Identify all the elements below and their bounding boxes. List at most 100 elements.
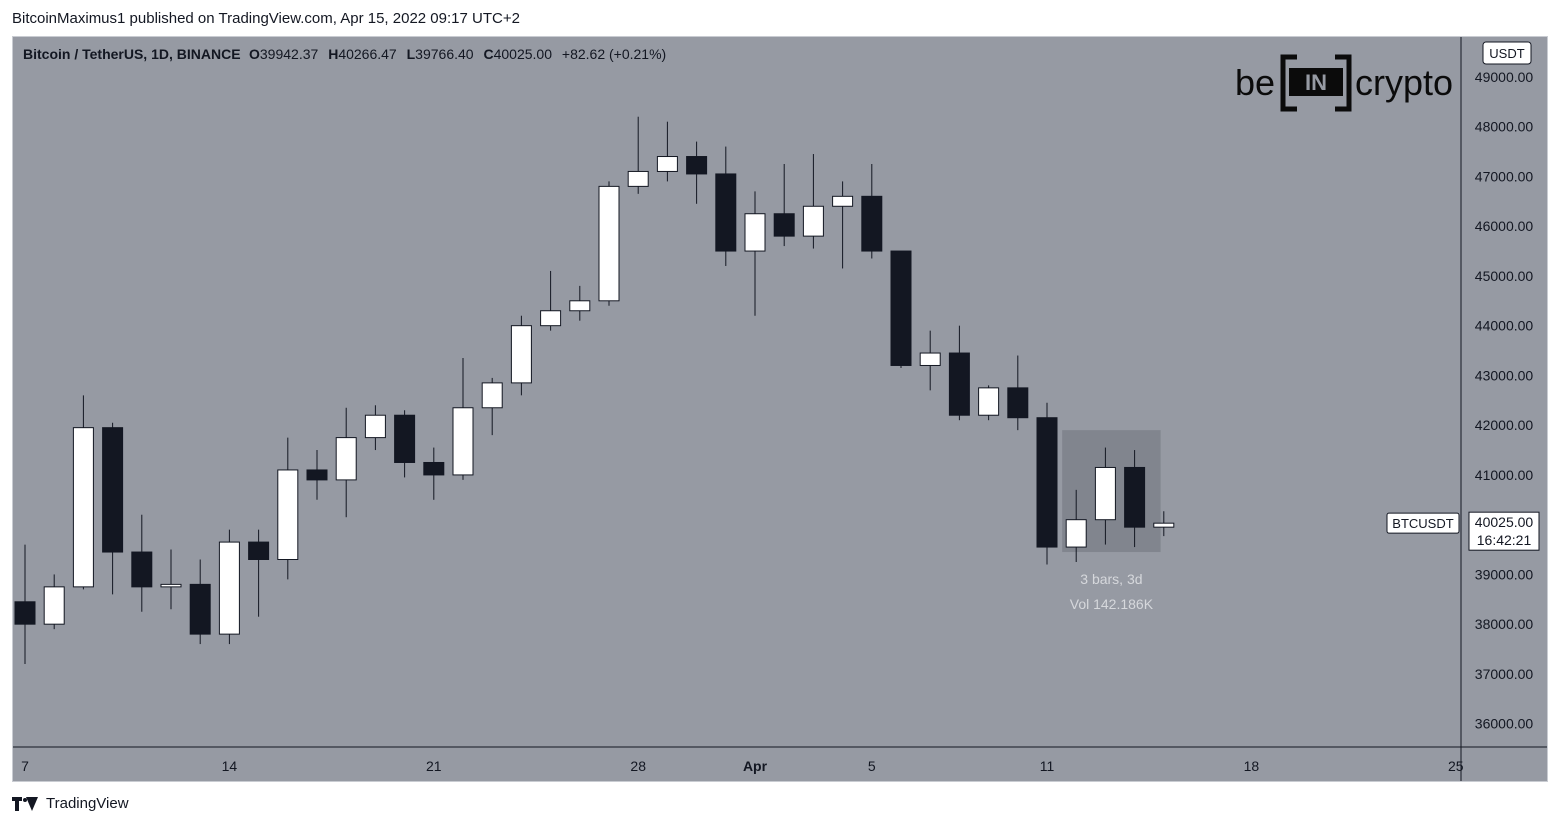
- footer-brand[interactable]: TradingView: [46, 795, 129, 812]
- candle[interactable]: [510, 315, 532, 396]
- candle[interactable]: [43, 574, 65, 630]
- published-caption: BitcoinMaximus1 published on TradingView…: [12, 10, 520, 27]
- candle[interactable]: [248, 529, 270, 617]
- candle[interactable]: [452, 358, 474, 480]
- candle[interactable]: [72, 395, 94, 590]
- candle[interactable]: [1007, 355, 1029, 431]
- candle[interactable]: [598, 181, 620, 306]
- logo-in-box: [1289, 68, 1343, 96]
- candle-body: [160, 583, 182, 588]
- candle-body: [861, 195, 883, 252]
- y-tick-label: 44000.00: [1475, 318, 1534, 334]
- x-tick-label: 14: [222, 758, 238, 774]
- candle[interactable]: [1065, 489, 1087, 562]
- ticker-label: BTCUSDT: [1392, 516, 1453, 531]
- unit-badge-text: USDT: [1489, 46, 1524, 61]
- candle[interactable]: [306, 450, 328, 500]
- candle[interactable]: [1124, 450, 1146, 548]
- candle-body: [1036, 417, 1058, 548]
- logo-text-be: be: [1235, 62, 1275, 103]
- candle-body: [919, 352, 941, 366]
- x-tick-label: 7: [21, 758, 29, 774]
- candle-body: [686, 156, 708, 175]
- y-tick-label: 46000.00: [1475, 218, 1534, 234]
- candle[interactable]: [627, 116, 649, 194]
- y-tick-label: 49000.00: [1475, 69, 1534, 85]
- candle[interactable]: [890, 250, 912, 368]
- candle[interactable]: [1094, 447, 1116, 545]
- candle-body: [978, 387, 1000, 416]
- candle[interactable]: [1153, 511, 1175, 537]
- candle-body: [832, 195, 854, 207]
- y-tick-label: 48000.00: [1475, 119, 1534, 135]
- candle-body: [627, 170, 649, 187]
- svg-text:O39942.37 H40266.47: O39942.37 H40266.47 L39766.40 C40025.00 …: [249, 46, 666, 62]
- candle[interactable]: [919, 330, 941, 391]
- x-tick-label: 28: [630, 758, 646, 774]
- x-tick-label: Apr: [743, 758, 768, 774]
- logo-bracket-right: [1335, 54, 1352, 112]
- candle[interactable]: [394, 410, 416, 478]
- candle-body: [1153, 522, 1175, 528]
- candle-body: [102, 427, 124, 553]
- candle[interactable]: [686, 141, 708, 204]
- candle[interactable]: [948, 325, 970, 421]
- candle[interactable]: [1036, 402, 1058, 565]
- current-price-marker: BTCUSDT 40025.00 16:42:21: [1386, 511, 1540, 551]
- candle[interactable]: [978, 385, 1000, 421]
- candle[interactable]: [744, 191, 766, 316]
- candle[interactable]: [802, 154, 824, 249]
- candle[interactable]: [423, 447, 445, 500]
- candle[interactable]: [773, 163, 795, 247]
- candle-body: [744, 213, 766, 252]
- candle-body: [1124, 466, 1146, 528]
- candle[interactable]: [569, 285, 591, 321]
- y-tick-label: 41000.00: [1475, 467, 1534, 483]
- y-tick-label: 47000.00: [1475, 168, 1534, 184]
- candle-body: [890, 250, 912, 366]
- candle-body: [481, 382, 503, 409]
- candle-body: [452, 407, 474, 476]
- candle[interactable]: [832, 181, 854, 269]
- y-tick-label: 45000.00: [1475, 268, 1534, 284]
- candle[interactable]: [14, 544, 36, 664]
- candle[interactable]: [861, 163, 883, 259]
- candle[interactable]: [189, 559, 211, 645]
- candle[interactable]: [277, 437, 299, 580]
- price-label-box: [1468, 511, 1540, 551]
- candle-body: [248, 541, 270, 560]
- candle-body: [656, 156, 678, 172]
- candle[interactable]: [715, 146, 737, 266]
- candle-body: [1094, 466, 1116, 521]
- y-tick-label: 37000.00: [1475, 666, 1534, 682]
- candle[interactable]: [131, 514, 153, 612]
- ticker-label-box: [1386, 512, 1460, 534]
- candle-body: [773, 213, 795, 237]
- candle-body: [14, 601, 36, 625]
- candle-body: [510, 325, 532, 384]
- y-tick-label: 38000.00: [1475, 616, 1534, 632]
- candle-body: [948, 352, 970, 416]
- candle-body: [43, 586, 65, 625]
- unit-badge-box[interactable]: [1482, 41, 1532, 65]
- candle[interactable]: [218, 529, 240, 645]
- legend-low-label: L: [407, 46, 416, 62]
- range-bars-text: 3 bars, 3d: [1080, 571, 1142, 587]
- candlestick-chart[interactable]: 36000.0037000.0038000.0039000.0040000.00…: [13, 37, 1547, 781]
- beincrypto-logo: be IN crypto: [1235, 54, 1453, 112]
- x-tick-label: 25: [1448, 758, 1464, 774]
- candle[interactable]: [335, 407, 357, 518]
- candle[interactable]: [364, 405, 386, 451]
- chart-frame[interactable]: 36000.0037000.0038000.0039000.0040000.00…: [12, 36, 1548, 782]
- candle[interactable]: [481, 377, 503, 436]
- candle-body: [277, 469, 299, 561]
- x-tick-label: 5: [868, 758, 876, 774]
- legend-open-value: 39942.37: [260, 46, 319, 62]
- candle[interactable]: [656, 121, 678, 182]
- footer: TradingView: [12, 795, 129, 812]
- candle[interactable]: [102, 422, 124, 595]
- candle[interactable]: [160, 549, 182, 610]
- x-tick-label: 21: [426, 758, 442, 774]
- y-tick-label: 43000.00: [1475, 367, 1534, 383]
- candle[interactable]: [540, 270, 562, 331]
